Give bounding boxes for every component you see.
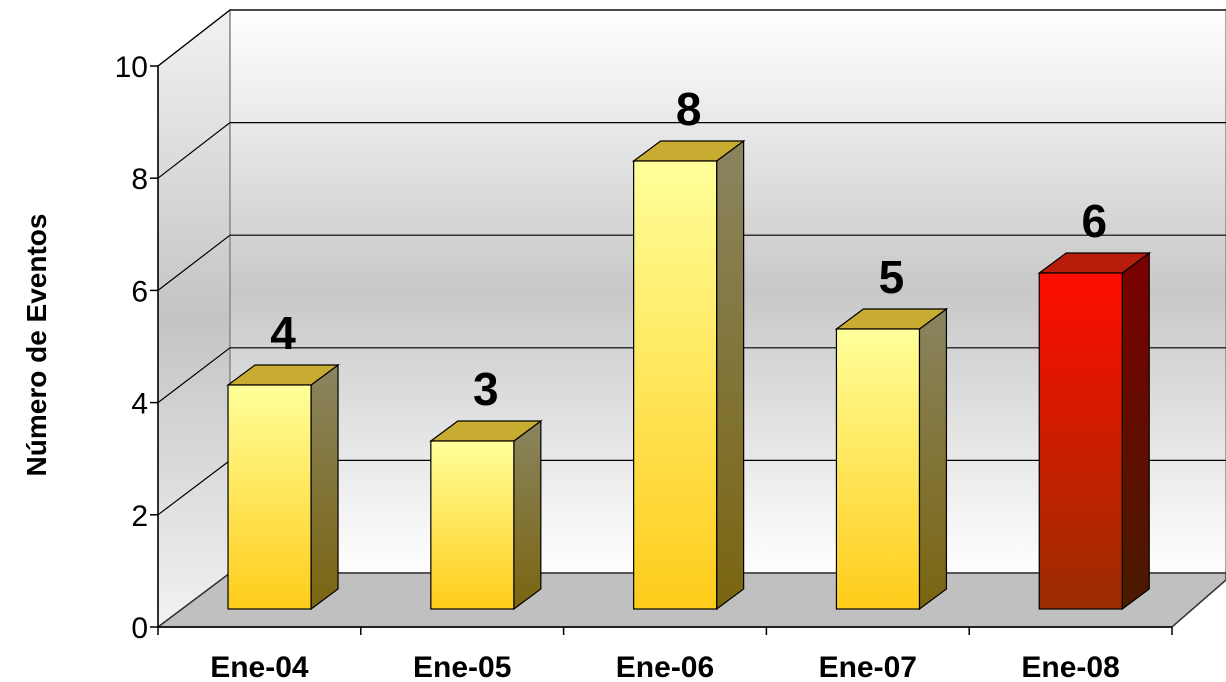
side-wall [157, 8, 231, 629]
x-tick-label: Ene-06 [616, 651, 714, 682]
gridline-diagonal [157, 9, 231, 67]
data-label: 3 [473, 363, 499, 415]
gridline-diagonal [157, 459, 231, 516]
y-tick-label: 8 [131, 163, 148, 196]
bars [226, 139, 1152, 611]
bar [429, 419, 543, 611]
bar-front [430, 440, 515, 610]
bar-side [513, 419, 542, 611]
gridline-diagonal [157, 347, 231, 404]
data-label: 8 [676, 83, 702, 135]
x-tick-label: Ene-07 [819, 651, 917, 682]
bar-side [1121, 251, 1150, 611]
bar [834, 307, 949, 611]
data-label: 4 [270, 307, 296, 359]
x-tick-label: Ene-08 [1021, 651, 1119, 682]
bar [226, 363, 340, 611]
bar-front [633, 160, 718, 610]
y-tick-label: 6 [131, 275, 148, 308]
bar-side [918, 307, 948, 611]
gridline-diagonal [157, 234, 231, 291]
data-label: 5 [879, 251, 905, 303]
x-axis-ticks: Ene-04 Ene-05 Ene-06 Ene-07 Ene-08 [157, 627, 1173, 682]
bar [1037, 251, 1152, 611]
y-tick-label: 0 [131, 612, 148, 645]
bar-front [835, 328, 921, 610]
bar-side [716, 139, 745, 611]
data-label: 6 [1081, 195, 1107, 247]
y-axis-ticks: 0 2 4 6 8 10 [115, 51, 158, 645]
y-tick-label: 10 [115, 51, 148, 84]
y-tick-label: 2 [131, 500, 148, 533]
x-tick-label: Ene-05 [413, 651, 511, 682]
gridline-diagonal [157, 122, 231, 179]
data-labels: 4 3 8 5 6 [270, 83, 1107, 415]
bar [631, 139, 746, 611]
x-tick-label: Ene-04 [210, 651, 309, 682]
y-tick-label: 4 [131, 388, 148, 421]
bar-front [1038, 272, 1123, 610]
bar-front [227, 384, 312, 610]
y-axis-title: Número de Eventos [21, 214, 52, 477]
bar-side [310, 363, 339, 611]
